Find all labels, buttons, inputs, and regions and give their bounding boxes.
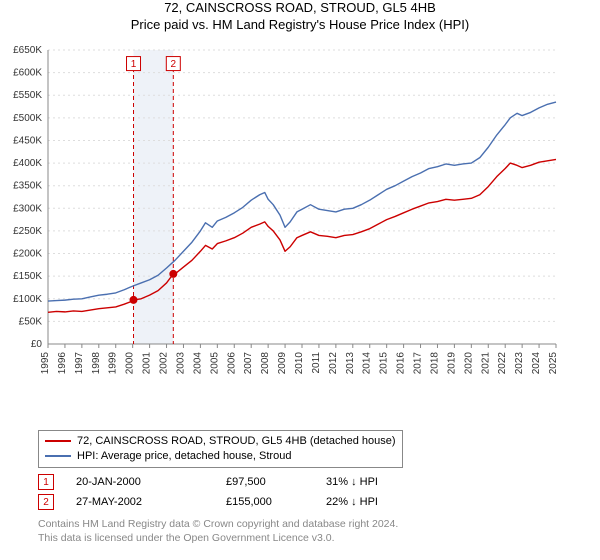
svg-text:2017: 2017: [413, 352, 424, 375]
svg-text:2008: 2008: [260, 352, 271, 375]
legend-item-hpi: HPI: Average price, detached house, Stro…: [45, 449, 396, 464]
svg-text:2021: 2021: [480, 352, 491, 375]
chart-area: £0 £50K £100K £150K £200K £250K £300K £350K £400…: [0, 44, 600, 424]
chart-title: 72, CAINSCROSS ROAD, STROUD, GL5 4HB: [0, 0, 600, 15]
svg-text:£350K: £350K: [13, 181, 42, 192]
svg-text:2012: 2012: [328, 352, 339, 375]
svg-text:2003: 2003: [175, 352, 186, 375]
svg-text:£650K: £650K: [13, 45, 42, 56]
svg-text:1996: 1996: [57, 352, 68, 375]
svg-text:£100K: £100K: [13, 294, 42, 305]
line-chart: £0 £50K £100K £150K £200K £250K £300K £350K £400…: [0, 44, 560, 384]
svg-text:£250K: £250K: [13, 226, 42, 237]
sale-price: £97,500: [226, 476, 326, 488]
svg-text:2023: 2023: [514, 352, 525, 375]
svg-text:2014: 2014: [362, 352, 373, 375]
svg-text:2010: 2010: [294, 352, 305, 375]
sale-hpi: 22% ↓ HPI: [326, 496, 446, 508]
svg-text:2022: 2022: [497, 352, 508, 375]
svg-text:£450K: £450K: [13, 135, 42, 146]
svg-text:1998: 1998: [91, 352, 102, 375]
svg-text:2002: 2002: [159, 352, 170, 375]
legend-item-price: 72, CAINSCROSS ROAD, STROUD, GL5 4HB (de…: [45, 434, 396, 449]
sale-price: £155,000: [226, 496, 326, 508]
footer-notice: Contains HM Land Registry data © Crown c…: [38, 518, 398, 545]
svg-text:2000: 2000: [125, 352, 136, 375]
svg-text:£600K: £600K: [13, 68, 42, 79]
svg-text:2016: 2016: [396, 352, 407, 375]
svg-text:2001: 2001: [142, 352, 153, 375]
svg-text:2: 2: [171, 59, 177, 70]
sale-row: 2 27-MAY-2002 £155,000 22% ↓ HPI: [38, 492, 446, 512]
svg-text:2024: 2024: [531, 352, 542, 375]
svg-text:2020: 2020: [463, 352, 474, 375]
svg-text:1999: 1999: [108, 352, 119, 375]
chart-subtitle: Price paid vs. HM Land Registry's House …: [0, 17, 600, 32]
svg-text:2006: 2006: [226, 352, 237, 375]
sale-date: 27-MAY-2002: [76, 496, 226, 508]
svg-text:2013: 2013: [345, 352, 356, 375]
sale-hpi: 31% ↓ HPI: [326, 476, 446, 488]
svg-text:£300K: £300K: [13, 203, 42, 214]
svg-text:£150K: £150K: [13, 271, 42, 282]
svg-text:2025: 2025: [548, 352, 559, 375]
sale-marker-icon: 2: [38, 494, 54, 510]
svg-text:£0: £0: [31, 339, 43, 350]
sale-row: 1 20-JAN-2000 £97,500 31% ↓ HPI: [38, 472, 446, 492]
svg-text:2007: 2007: [243, 352, 254, 375]
svg-text:£200K: £200K: [13, 249, 42, 260]
svg-text:1995: 1995: [40, 352, 51, 375]
svg-text:1997: 1997: [74, 352, 85, 375]
sale-marker-icon: 1: [38, 474, 54, 490]
svg-text:£50K: £50K: [19, 316, 43, 327]
svg-text:2009: 2009: [277, 352, 288, 375]
svg-text:£550K: £550K: [13, 90, 42, 101]
svg-text:1: 1: [131, 59, 137, 70]
svg-text:2004: 2004: [192, 352, 203, 375]
svg-text:2015: 2015: [379, 352, 390, 375]
svg-text:£500K: £500K: [13, 113, 42, 124]
svg-text:2005: 2005: [209, 352, 220, 375]
sale-date: 20-JAN-2000: [76, 476, 226, 488]
svg-text:2018: 2018: [429, 352, 440, 375]
svg-text:£400K: £400K: [13, 158, 42, 169]
sale-records: 1 20-JAN-2000 £97,500 31% ↓ HPI 2 27-MAY…: [38, 472, 446, 512]
svg-text:2019: 2019: [446, 352, 457, 375]
legend: 72, CAINSCROSS ROAD, STROUD, GL5 4HB (de…: [38, 430, 403, 468]
svg-text:2011: 2011: [311, 352, 322, 374]
